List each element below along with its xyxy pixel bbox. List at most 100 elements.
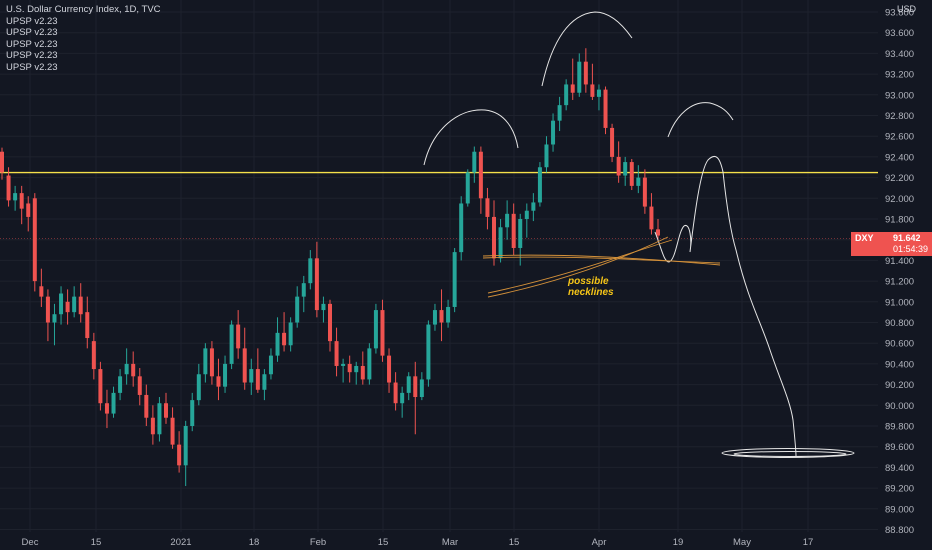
candle-body[interactable]	[452, 252, 457, 307]
candle-body[interactable]	[118, 376, 123, 393]
candle-body[interactable]	[196, 374, 201, 401]
candle-body[interactable]	[387, 355, 392, 383]
candle-body[interactable]	[255, 369, 260, 390]
candle-body[interactable]	[190, 400, 195, 426]
candle-body[interactable]	[78, 296, 83, 315]
candle-body[interactable]	[124, 363, 129, 375]
candle-body[interactable]	[393, 382, 398, 404]
candle-body[interactable]	[301, 283, 306, 297]
indicator-label[interactable]: UPSP v2.23	[6, 50, 58, 62]
candle-body[interactable]	[544, 144, 549, 168]
candle-body[interactable]	[465, 172, 470, 204]
candle-body[interactable]	[98, 369, 103, 404]
currency-label[interactable]: USD	[897, 4, 917, 14]
candle-body[interactable]	[557, 105, 562, 121]
candle-body[interactable]	[616, 156, 621, 176]
candle-body[interactable]	[249, 369, 254, 383]
candle-body[interactable]	[419, 379, 424, 398]
candle-body[interactable]	[59, 293, 64, 315]
candle-body[interactable]	[52, 314, 57, 323]
candle-body[interactable]	[164, 403, 168, 418]
candle-body[interactable]	[72, 296, 77, 313]
candle-body[interactable]	[649, 206, 654, 230]
candle-body[interactable]	[524, 210, 529, 219]
candle-body[interactable]	[603, 89, 608, 128]
candle-body[interactable]	[0, 151, 4, 173]
candle-body[interactable]	[380, 310, 385, 356]
candle-body[interactable]	[531, 202, 536, 211]
candle-body[interactable]	[203, 348, 208, 375]
candle-body[interactable]	[308, 258, 313, 284]
candle-body[interactable]	[111, 392, 116, 414]
candle-body[interactable]	[472, 151, 477, 173]
candle-body[interactable]	[577, 61, 582, 93]
candle-body[interactable]	[354, 365, 359, 373]
indicator-label[interactable]: UPSP v2.23	[6, 27, 58, 39]
candlestick-series[interactable]	[0, 48, 660, 487]
candle-body[interactable]	[485, 198, 490, 217]
candle-body[interactable]	[242, 348, 247, 383]
candle-body[interactable]	[282, 332, 287, 346]
necklines-annotation[interactable]: possible necklines	[568, 276, 614, 298]
candle-body[interactable]	[341, 363, 346, 366]
candle-body[interactable]	[551, 120, 556, 145]
candle-body[interactable]	[104, 403, 109, 414]
candle-body[interactable]	[45, 296, 50, 323]
neckline-drawings[interactable]	[482, 236, 721, 298]
indicator-label[interactable]: UPSP v2.23	[6, 61, 58, 73]
candle-body[interactable]	[367, 348, 372, 380]
candle-body[interactable]	[26, 203, 31, 217]
candle-body[interactable]	[209, 348, 214, 377]
candle-body[interactable]	[432, 310, 437, 325]
candle-body[interactable]	[583, 61, 588, 85]
candle-body[interactable]	[32, 198, 37, 282]
candle-body[interactable]	[537, 167, 542, 203]
candle-body[interactable]	[360, 365, 365, 380]
symbol-title[interactable]: U.S. Dollar Currency Index, 1D, TVC	[6, 4, 161, 15]
candle-body[interactable]	[347, 363, 352, 373]
candle-body[interactable]	[177, 444, 182, 466]
candle-body[interactable]	[13, 193, 18, 201]
candle-body[interactable]	[636, 177, 641, 186]
drawings[interactable]	[423, 11, 855, 458]
candle-body[interactable]	[459, 203, 464, 253]
candle-body[interactable]	[518, 219, 523, 248]
candle-body[interactable]	[183, 426, 188, 466]
candle-body[interactable]	[65, 301, 70, 313]
candle-body[interactable]	[413, 376, 418, 398]
candle-body[interactable]	[570, 84, 575, 93]
candle-body[interactable]	[505, 213, 510, 228]
candle-body[interactable]	[157, 403, 162, 435]
candle-body[interactable]	[150, 417, 155, 435]
candle-body[interactable]	[629, 162, 634, 186]
candle-body[interactable]	[564, 84, 569, 106]
candle-body[interactable]	[446, 306, 451, 323]
candle-body[interactable]	[478, 151, 483, 199]
candle-body[interactable]	[262, 374, 267, 390]
indicator-label[interactable]: UPSP v2.23	[6, 38, 58, 50]
candle-body[interactable]	[321, 303, 326, 311]
time-axis[interactable]: Dec 15 2021 18 Feb 15 Mar 15 Apr 19 May 17	[22, 537, 814, 548]
candle-body[interactable]	[642, 177, 647, 207]
candle-body[interactable]	[328, 303, 332, 342]
candle-body[interactable]	[131, 363, 136, 377]
candle-body[interactable]	[6, 175, 11, 201]
candle-body[interactable]	[400, 392, 405, 404]
candle-body[interactable]	[144, 394, 149, 418]
candle-body[interactable]	[596, 89, 601, 97]
candle-body[interactable]	[216, 376, 221, 387]
candle-body[interactable]	[373, 310, 378, 349]
candle-body[interactable]	[656, 229, 660, 236]
indicator-label[interactable]: UPSP v2.23	[6, 15, 58, 27]
candle-body[interactable]	[334, 341, 339, 366]
candle-body[interactable]	[19, 193, 24, 209]
candle-body[interactable]	[236, 324, 241, 349]
candle-body[interactable]	[492, 216, 496, 259]
candle-body[interactable]	[229, 324, 234, 364]
candle-body[interactable]	[426, 324, 431, 380]
candle-body[interactable]	[275, 332, 280, 356]
candle-body[interactable]	[170, 417, 175, 445]
candle-body[interactable]	[268, 355, 273, 375]
candle-body[interactable]	[39, 286, 44, 297]
